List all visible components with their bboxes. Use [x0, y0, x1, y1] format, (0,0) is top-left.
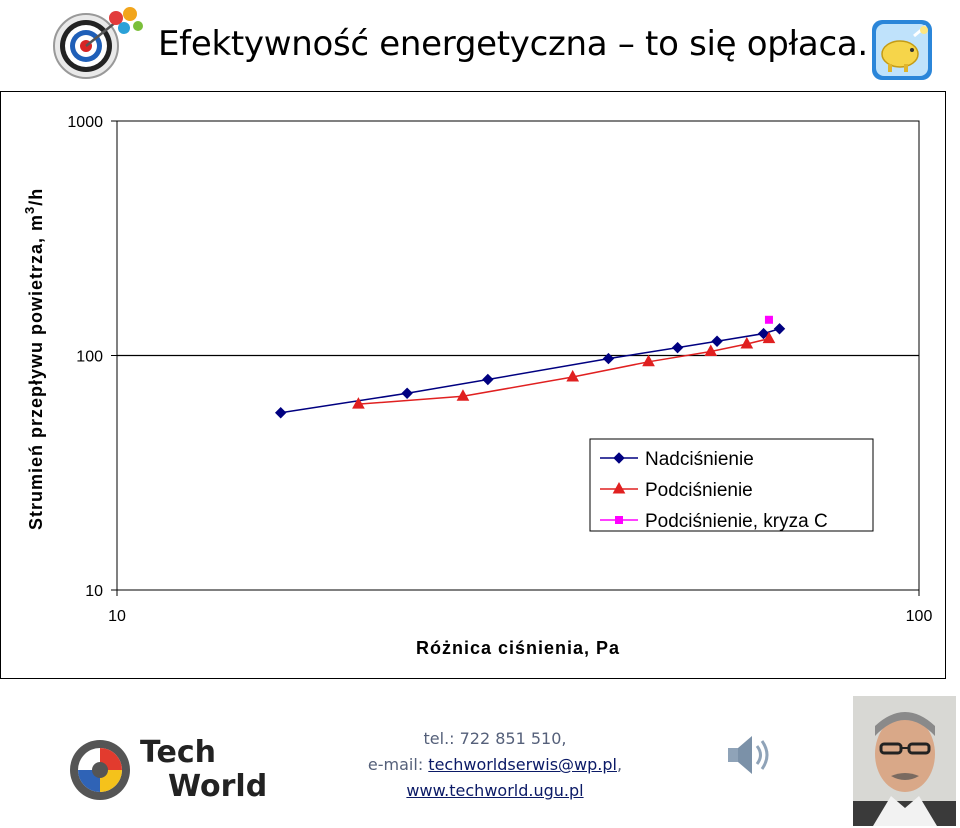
series-2-point: [566, 369, 580, 382]
y-tick-label: 10: [85, 583, 103, 600]
logo-text-tech: Tech: [140, 735, 216, 770]
series-1-point: [401, 387, 413, 399]
series-1-point: [757, 327, 770, 340]
website-link[interactable]: www.techworld.ugu.pl: [406, 781, 584, 800]
series-2-point: [762, 331, 776, 344]
chart-marks: [274, 315, 786, 419]
y-tick-label: 1000: [67, 114, 103, 131]
page-title: Efektywność energetyczna – to się opłaca…: [158, 24, 868, 64]
series-2-point: [352, 397, 365, 409]
chart-area: [0, 91, 946, 679]
chart-svg: 1000 100 10 10 100 Różnica ciśnienia, Pa Str…: [22, 114, 932, 658]
contact-email-link[interactable]: techworldserwis@wp.pl: [428, 755, 617, 774]
contact-email-line: e-mail: techworldserwis@wp.pl,: [330, 752, 660, 778]
logo-text-world: World: [168, 769, 267, 804]
series-line-2: [358, 337, 770, 405]
y-axis-title-main: Strumień przepływu powietrza, m: [26, 214, 46, 530]
contact-email-prefix: e-mail:: [367, 755, 429, 774]
piggy-bank-icon: [872, 20, 932, 80]
series-2-point: [740, 336, 754, 349]
chart-axes: 1000 100 10 10 100: [67, 114, 932, 625]
series-2-point: [642, 354, 655, 367]
y-axis-title-sup: 3: [22, 206, 37, 214]
legend-marker-1: [613, 452, 625, 464]
series-2-point: [456, 389, 470, 401]
series-line-1: [280, 328, 780, 414]
contact-email-suffix: ,: [616, 755, 623, 774]
legend-marker-3: [615, 516, 623, 524]
chart-legend: Nadciśnienie Podciśnienie Podciśnienie, kr…: [589, 438, 874, 532]
tech-world-logo: Tech World: [70, 735, 267, 804]
legend-marker-2: [612, 481, 626, 494]
legend-label-1: Nadciśnienie: [645, 449, 754, 470]
speaker-icon[interactable]: [722, 730, 772, 780]
y-axis-title-tail: /h: [26, 188, 46, 206]
legend-label-3: Podciśnienie, kryza C: [645, 511, 828, 532]
series-1-point: [711, 335, 723, 347]
series-1-point: [671, 341, 684, 354]
series-2-point: [704, 344, 718, 357]
contact-phone: tel.: 722 851 510,: [423, 729, 567, 748]
gear-icon: [70, 740, 130, 800]
x-tick-label: 100: [906, 608, 933, 625]
series-1-point: [482, 373, 494, 386]
x-axis-title: Różnica ciśnienia, Pa: [416, 638, 620, 658]
legend-label-2: Podciśnienie: [645, 480, 753, 501]
series-3-point: [764, 315, 773, 324]
legend-box: [589, 438, 874, 532]
series-1-point: [602, 352, 615, 365]
target-logo-icon: [53, 7, 143, 79]
presenter-photo: [853, 696, 956, 826]
series-1-point: [274, 407, 287, 419]
contact-info: tel.: 722 851 510, e-mail: techworldserw…: [330, 726, 660, 804]
x-tick-label: 10: [108, 608, 126, 625]
y-axis-title: Strumień przepływu powietrza, m3/h: [22, 188, 46, 530]
series-1-point: [773, 323, 786, 335]
y-tick-label: 100: [76, 349, 103, 366]
